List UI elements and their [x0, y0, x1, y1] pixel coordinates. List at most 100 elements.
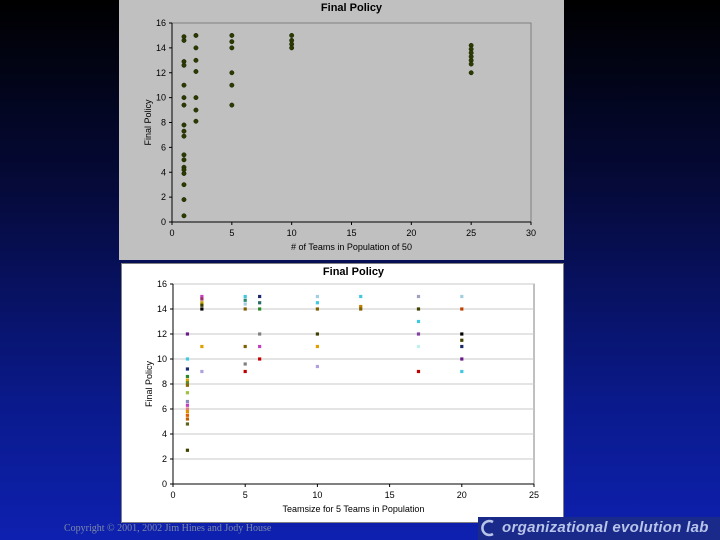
data-point — [258, 301, 262, 305]
y-tick-label: 2 — [162, 454, 167, 464]
y-tick-label: 0 — [161, 217, 166, 227]
data-point — [181, 102, 187, 108]
x-axis-label: # of Teams in Population of 50 — [291, 242, 412, 252]
data-point — [181, 122, 187, 128]
data-point — [315, 332, 319, 336]
x-tick-label: 20 — [457, 490, 467, 500]
data-point — [185, 417, 190, 421]
y-tick-label: 10 — [156, 93, 166, 103]
plot-area — [171, 22, 532, 223]
data-point — [258, 332, 262, 336]
data-point — [193, 69, 199, 74]
x-tick-label: 0 — [170, 490, 175, 500]
data-point — [181, 95, 187, 101]
data-point — [315, 344, 319, 349]
data-point — [181, 152, 187, 158]
data-point — [416, 294, 421, 299]
data-point — [258, 344, 262, 349]
data-point — [181, 133, 187, 139]
chart-title: Final Policy — [323, 266, 385, 278]
data-point — [416, 344, 421, 349]
data-point — [200, 301, 204, 305]
y-tick-label: 8 — [162, 379, 167, 389]
bottom-chart-svg: 0 2 4 6 8 10 12 14 16 0 5 10 15 20 25 Final Policy Teams… — [144, 266, 539, 514]
y-tick-label: 6 — [161, 142, 166, 152]
data-point — [468, 70, 474, 76]
y-tick-label: 12 — [156, 68, 166, 78]
data-point — [460, 369, 464, 374]
data-point — [193, 45, 199, 51]
data-point — [289, 45, 295, 51]
data-point — [460, 338, 464, 342]
data-point — [243, 344, 247, 349]
x-tick-label: 0 — [169, 228, 174, 238]
data-point — [185, 422, 190, 426]
data-point — [181, 157, 187, 163]
data-point — [460, 344, 464, 349]
data-point — [243, 369, 247, 374]
data-point — [185, 332, 190, 336]
y-tick-label: 2 — [161, 192, 166, 202]
y-tick-label: 12 — [157, 329, 167, 339]
data-point — [468, 61, 474, 67]
bottom-scatter-chart: 0 2 4 6 8 10 12 14 16 0 5 10 15 20 25 Final Policy Teams… — [121, 263, 564, 523]
y-tick-label: 4 — [162, 429, 167, 439]
x-tick-label: 25 — [466, 228, 476, 238]
y-axis-label: Final Policy — [143, 99, 153, 146]
x-axis-label: Teamsize for 5 Teams in Population — [283, 504, 425, 514]
data-point — [181, 62, 187, 68]
data-point — [359, 294, 363, 299]
x-tick-label: 5 — [243, 490, 248, 500]
data-point — [460, 307, 464, 311]
data-point — [315, 294, 319, 299]
y-tick-label: 14 — [156, 43, 166, 53]
data-point — [185, 403, 190, 407]
data-point — [243, 294, 247, 299]
data-point — [315, 364, 319, 369]
data-point — [181, 171, 187, 176]
data-point — [315, 307, 319, 311]
data-point — [258, 294, 262, 299]
data-point — [229, 45, 235, 51]
y-tick-label: 16 — [157, 279, 167, 289]
data-point — [416, 319, 421, 324]
data-point — [416, 369, 421, 374]
y-tick-label: 8 — [161, 118, 166, 128]
data-point — [193, 95, 199, 101]
x-tick-label: 25 — [529, 490, 539, 500]
data-point — [193, 118, 199, 124]
y-tick-label: 4 — [161, 167, 166, 177]
y-tick-label: 14 — [157, 304, 167, 314]
top-scatter-chart: 0 2 4 6 8 10 12 14 16 0 5 10 15 20 25 30 Final Policy # o… — [119, 0, 564, 260]
data-point — [185, 378, 190, 382]
x-tick-label: 10 — [287, 228, 297, 238]
data-point — [181, 82, 187, 88]
data-point — [460, 332, 464, 336]
data-point — [200, 303, 204, 307]
y-tick-label: 6 — [162, 404, 167, 414]
data-point — [243, 302, 247, 306]
data-point — [185, 367, 190, 371]
data-point — [229, 70, 235, 76]
data-point — [243, 298, 247, 302]
data-point — [200, 307, 204, 311]
data-point — [185, 374, 190, 379]
data-point — [200, 294, 204, 299]
data-point — [185, 383, 190, 387]
data-point — [193, 57, 199, 63]
data-point — [181, 213, 187, 219]
data-point — [229, 82, 235, 88]
data-point — [460, 357, 464, 361]
data-point — [200, 297, 204, 301]
data-point — [181, 128, 187, 134]
data-point — [193, 107, 199, 113]
brand-banner: organizational evolution lab — [478, 517, 720, 540]
chart-title: Final Policy — [321, 2, 383, 14]
data-point — [185, 413, 190, 417]
data-point — [243, 362, 247, 366]
data-point — [200, 344, 204, 349]
copyright-text: Copyright © 2001, 2002 Jim Hines and Jod… — [64, 523, 272, 534]
data-point — [229, 39, 235, 45]
data-point — [181, 182, 187, 188]
data-point — [185, 448, 190, 452]
